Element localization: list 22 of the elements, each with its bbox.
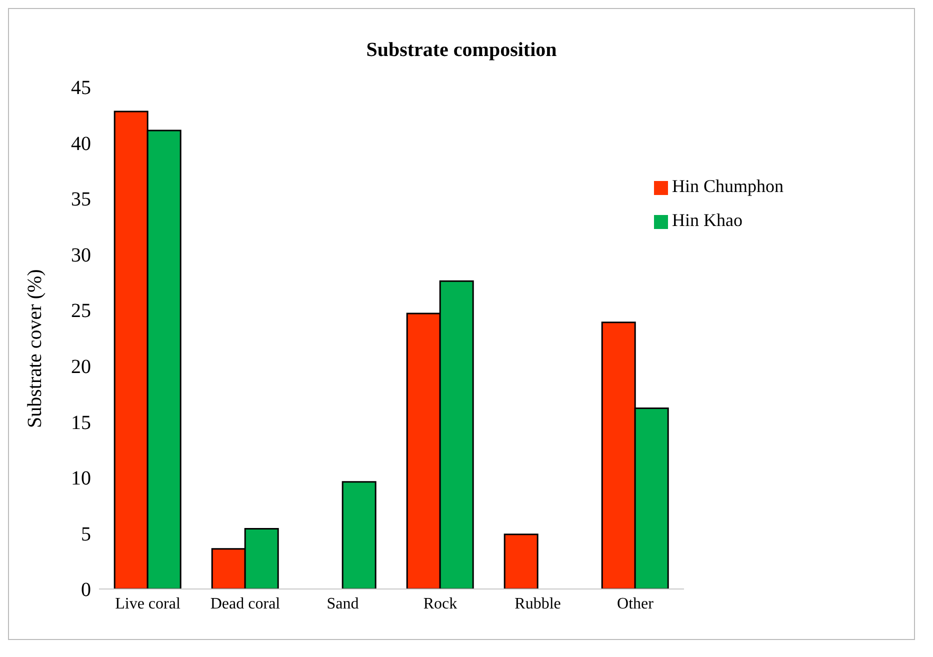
y-axis-title: Substrate cover (%): [24, 269, 46, 428]
bar: [342, 481, 376, 589]
x-tick-label: Other: [617, 595, 654, 612]
x-tick-label: Rock: [423, 595, 458, 612]
chart-title: Substrate composition: [365, 39, 558, 63]
y-tick-label: 15: [71, 412, 91, 434]
y-tick-label: 35: [71, 188, 91, 211]
y-tick-label: 10: [71, 468, 91, 490]
legend-label: Hin Chumphon: [672, 176, 784, 196]
x-tick-label: Rubble: [514, 595, 561, 612]
y-tick-label: 25: [71, 300, 91, 322]
y-tick-label: 30: [71, 244, 91, 266]
bar: [504, 534, 538, 589]
y-tick-label: 0: [81, 579, 91, 602]
y-tick-label: 20: [71, 356, 91, 378]
x-tick-label: Dead coral: [210, 595, 281, 612]
legend-label: Hin Khao: [672, 210, 742, 230]
y-tick-label: 5: [81, 523, 91, 546]
y-tick-label: 40: [71, 132, 91, 155]
x-tick-label: Live coral: [115, 595, 181, 612]
x-tick-label: Sand: [326, 595, 359, 612]
y-tick-label: 45: [71, 77, 91, 100]
